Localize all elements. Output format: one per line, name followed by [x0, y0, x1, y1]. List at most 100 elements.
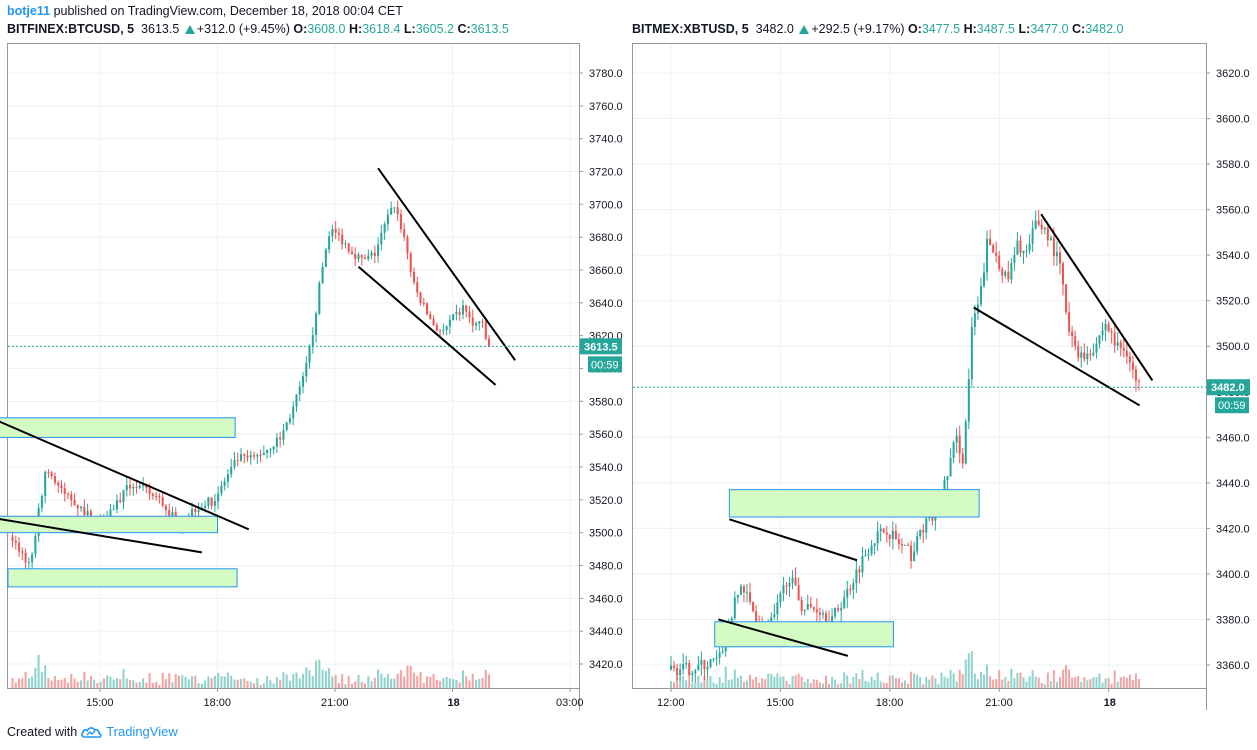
candle-down — [373, 252, 376, 257]
high-label: H: — [348, 22, 363, 36]
symbol-name[interactable]: BITFINEX:BTCUSD, 5 — [7, 22, 135, 36]
candle-down — [194, 509, 197, 513]
volume-bar — [89, 675, 92, 688]
candle-up — [217, 493, 220, 502]
candle-down — [416, 282, 419, 293]
volume-bar — [445, 676, 448, 688]
volume-bar — [925, 677, 928, 688]
y-tick-label: 3500.0 — [1216, 341, 1250, 353]
candle-down — [409, 253, 412, 272]
candle-up — [1010, 263, 1013, 280]
candle-up — [1092, 352, 1095, 356]
countdown-label: 00:59 — [1218, 400, 1246, 412]
volume-bar — [724, 666, 727, 688]
volume-bar — [855, 673, 858, 688]
candle-up — [213, 501, 216, 506]
candle-up — [249, 455, 252, 458]
candle-up — [821, 613, 824, 615]
author-link[interactable]: botje11 — [7, 4, 51, 18]
candle-up — [943, 480, 946, 494]
volume-bar — [262, 683, 265, 688]
candle-up — [455, 312, 458, 315]
volume-bar — [703, 676, 706, 688]
candle-up — [285, 422, 288, 431]
volume-bar — [142, 678, 145, 688]
volume-bar — [112, 679, 115, 688]
candle-up — [770, 617, 773, 624]
volume-bar — [138, 682, 141, 688]
volume-bar — [455, 679, 458, 688]
candle-up — [357, 254, 360, 260]
volume-bar — [1137, 678, 1140, 688]
volume-bar — [967, 653, 970, 688]
symbol-name[interactable]: BITMEX:XBTUSD, 5 — [632, 22, 749, 36]
volume-bar — [809, 683, 812, 688]
volume-bar — [733, 669, 736, 688]
candle-down — [1077, 346, 1080, 358]
volume-bar — [439, 680, 442, 688]
tradingview-logo[interactable]: TradingView — [81, 724, 178, 739]
volume-bar — [125, 678, 128, 688]
candle-down — [465, 305, 468, 312]
volume-bar — [106, 675, 109, 688]
volume-bar — [57, 680, 60, 688]
volume-bar — [800, 676, 803, 688]
volume-bar — [1110, 683, 1113, 688]
volume-bar — [782, 676, 785, 688]
candle-down — [73, 500, 76, 506]
volume-bar — [913, 673, 916, 688]
candle-down — [70, 494, 73, 501]
candle-up — [803, 609, 806, 611]
volume-bar — [821, 683, 824, 688]
volume-bar — [721, 682, 724, 688]
candle-up — [321, 266, 324, 284]
candle-up — [718, 652, 721, 658]
candle-up — [1013, 254, 1016, 264]
low-value: 3605.2 — [415, 22, 454, 36]
y-tick-label: 3600.0 — [1216, 114, 1250, 126]
volume-bar — [1031, 670, 1034, 688]
volume-bar — [181, 675, 184, 688]
candle-down — [403, 229, 406, 237]
volume-bar — [828, 683, 831, 688]
y-tick-label: 3660.0 — [589, 265, 623, 277]
y-tick-label: 3540.0 — [589, 462, 623, 474]
candle-up — [840, 607, 843, 611]
candle-down — [350, 251, 354, 254]
candle-up — [233, 459, 236, 467]
candle-up — [834, 608, 837, 617]
volume-bar — [217, 673, 220, 688]
volume-bar — [230, 675, 233, 688]
candle-up — [315, 313, 318, 335]
volume-bar — [891, 675, 894, 688]
y-tick-label: 3500.0 — [589, 528, 623, 540]
candle-down — [1007, 271, 1010, 280]
volume-bar — [151, 682, 154, 688]
volume-bar — [730, 679, 733, 688]
high-value: 3487.5 — [976, 22, 1016, 36]
candle-down — [961, 453, 964, 464]
candle-down — [158, 496, 161, 498]
volume-bar — [1052, 670, 1055, 688]
volume-bar — [922, 684, 925, 688]
candle-up — [393, 207, 396, 209]
candle-down — [885, 532, 888, 535]
candle-up — [745, 592, 748, 594]
candle-down — [1137, 381, 1140, 383]
volume-bar — [386, 674, 389, 688]
volume-bar — [184, 676, 187, 688]
candle-down — [24, 552, 27, 563]
volume-bar — [354, 681, 357, 688]
candle-down — [910, 545, 913, 561]
candle-down — [128, 485, 132, 489]
volume-bar — [952, 673, 955, 688]
candle-up — [1104, 323, 1107, 331]
volume-bar — [1095, 676, 1098, 688]
candle-down — [794, 577, 797, 586]
volume-bar — [177, 675, 181, 688]
candle-down — [21, 551, 24, 553]
volume-bar — [119, 679, 122, 688]
candle-up — [831, 616, 834, 624]
volume-bar — [742, 681, 745, 688]
